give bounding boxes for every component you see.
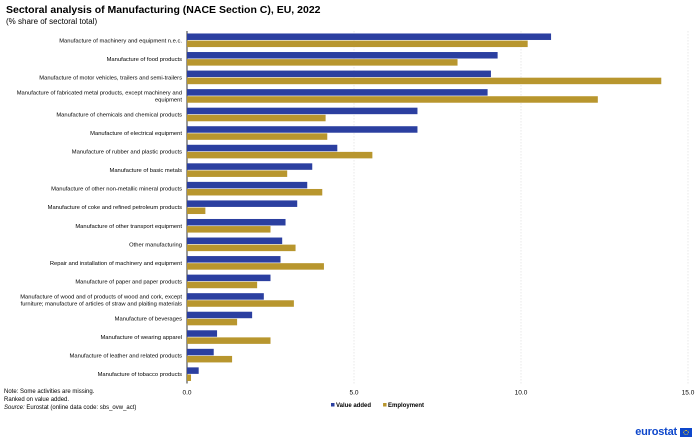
bar-employment [187, 281, 258, 289]
bar-employment [187, 318, 238, 326]
bar-employment [187, 226, 271, 233]
category-label: Manufacture of wearing apparel [100, 335, 182, 341]
bar-employment [187, 151, 373, 159]
bar-employment [187, 170, 288, 177]
bar-value-added [187, 181, 308, 189]
bar-employment [187, 59, 458, 66]
bar-value-added [187, 311, 253, 319]
bar-value-added [187, 126, 418, 133]
bar-value-added [187, 237, 283, 245]
x-tick-label: 5.0 [349, 389, 358, 396]
category-label: Manufacture of other non-metallic minera… [51, 187, 182, 193]
category-label: furniture; manufacture of articles of st… [21, 302, 183, 308]
category-label: Manufacture of wood and of products of w… [20, 294, 182, 300]
category-label: Manufacture of paper and paper products [75, 279, 182, 285]
bar-employment [187, 374, 192, 381]
x-tick-label: 0.0 [182, 389, 191, 396]
category-label: Manufacture of chemicals and chemical pr… [56, 112, 182, 118]
bar-value-added [187, 256, 281, 263]
chart-subtitle: (% share of sectoral total) [6, 17, 98, 26]
bar-value-added [187, 89, 488, 96]
bar-value-added [187, 274, 271, 282]
category-label: Repair and installation of machinery and… [50, 261, 183, 267]
bar-value-added [187, 70, 491, 78]
bar-value-added [187, 144, 338, 152]
category-label: equipment [155, 98, 182, 104]
bar-employment [187, 263, 324, 270]
bar-employment [187, 244, 296, 252]
bar-value-added [187, 348, 214, 356]
bar-value-added [187, 33, 552, 40]
bar-value-added [187, 200, 298, 207]
bar-value-added [187, 107, 418, 115]
bar-employment [187, 337, 271, 344]
category-label: Manufacture of beverages [115, 317, 182, 323]
eu-flag-icon [680, 427, 692, 437]
bar-employment [187, 355, 233, 363]
logo-text: eurostat [635, 426, 677, 438]
category-label: Manufacture of electrical equipment [90, 131, 182, 137]
bar-value-added [187, 293, 264, 300]
x-tick-label: 10.0 [515, 389, 528, 396]
bar-employment [187, 40, 528, 48]
category-label: Manufacture of basic metals [110, 168, 183, 174]
bar-value-added [187, 218, 286, 226]
source-label: Source: [4, 405, 25, 411]
category-label: Manufacture of coke and refined petroleu… [48, 205, 182, 211]
bar-employment [187, 207, 206, 215]
chart-title: Sectoral analysis of Manufacturing (NACE… [6, 4, 321, 16]
legend-swatch [331, 403, 335, 407]
bar-value-added [187, 52, 498, 59]
bar-employment [187, 114, 326, 122]
footer-note-1: Note: Some activities are missing. [4, 389, 95, 395]
eurostat-logo: eurostat [635, 426, 692, 438]
category-label: Manufacture of machinery and equipment n… [59, 38, 182, 44]
bar-employment [187, 133, 328, 140]
bar-employment [187, 300, 294, 307]
legend-swatch [383, 403, 387, 407]
legend-label: Value added [336, 403, 371, 409]
footer-source: Source: Eurostat (online data code: sbs_… [4, 404, 136, 412]
category-label: Other manufacturing [129, 242, 182, 248]
source-text: Eurostat (online data code: sbs_ovw_act) [24, 405, 137, 411]
category-label: Manufacture of tobacco products [98, 372, 183, 378]
category-label: Manufacture of motor vehicles, trailers … [39, 75, 182, 81]
category-label: Manufacture of fabricated metal products… [17, 90, 182, 96]
category-label: Manufacture of other transport equipment [75, 224, 182, 230]
category-label: Manufacture of leather and related produ… [70, 354, 183, 360]
bar-employment [187, 77, 662, 85]
bar-value-added [187, 367, 199, 374]
bar-employment [187, 188, 323, 196]
legend-label: Employment [388, 403, 424, 409]
bar-value-added [187, 330, 218, 337]
footer-note-2: Ranked on value added. [4, 397, 70, 403]
bar-employment [187, 96, 598, 103]
category-label: Manufacture of food products [107, 57, 183, 63]
x-tick-label: 15.0 [682, 389, 695, 396]
category-label: Manufacture of rubber and plastic produc… [72, 150, 182, 156]
bar-value-added [187, 163, 313, 170]
